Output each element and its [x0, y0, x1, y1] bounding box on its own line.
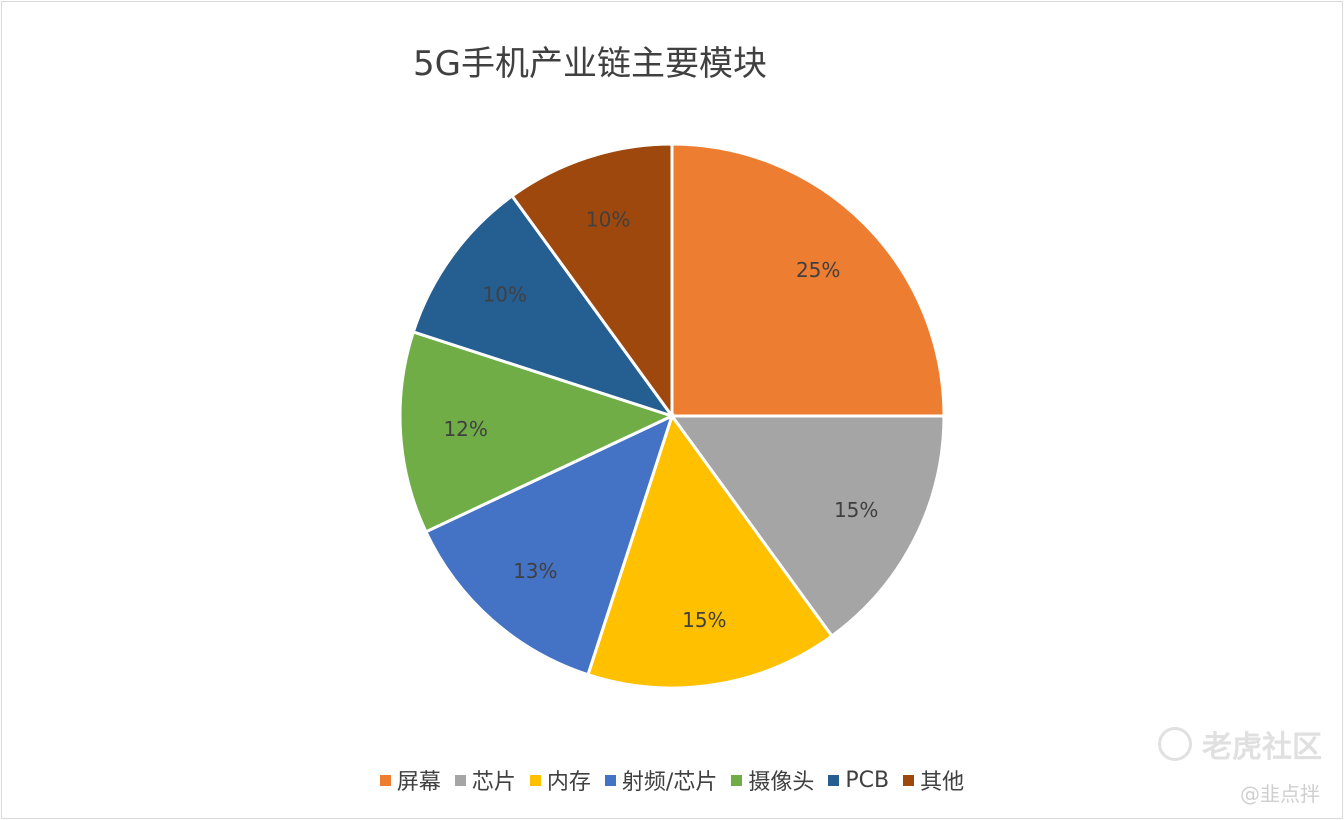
legend-item-3: 内存 [529, 764, 591, 796]
chart-legend: 屏幕 芯片 内存 射频/芯片 摄像头 PCB 其他 [0, 764, 1344, 796]
legend-item-1: 屏幕 [379, 764, 441, 796]
legend-item-7: 其他 [903, 764, 964, 796]
legend-item-6: PCB [828, 768, 889, 793]
chart-title: 5G手机产业链主要模块 [413, 44, 767, 84]
legend-item-2: 芯片 [454, 764, 516, 796]
watermark-handle: @韭点拌 [1240, 782, 1320, 806]
legend-label: 芯片 [471, 770, 516, 795]
pie-data-labels: 25% 15% 15% 13% 12% 10% 10% [443, 207, 878, 632]
data-label-7: 10% [586, 207, 630, 231]
pie-slice-5 [398, 330, 677, 534]
legend-label: 其他 [920, 770, 965, 795]
legend-label: 摄像头 [748, 770, 815, 795]
watermark: 老虎社区 [1158, 722, 1322, 766]
data-label-2: 15% [834, 498, 878, 522]
data-label-4: 13% [513, 559, 557, 583]
pie-slices [398, 142, 946, 690]
legend-swatch [731, 774, 743, 786]
data-label-3: 15% [682, 608, 726, 632]
legend-swatch [454, 774, 466, 786]
legend-label: 屏幕 [396, 770, 441, 795]
data-label-1: 25% [796, 258, 840, 282]
legend-swatch [828, 774, 840, 786]
pie-slice-1 [670, 142, 946, 418]
legend-item-4: 射频/芯片 [604, 764, 718, 796]
legend-label: 内存 [546, 770, 591, 795]
legend-item-5: 摄像头 [731, 764, 814, 796]
pie-slice-4 [423, 413, 675, 677]
data-label-5: 12% [443, 417, 487, 441]
watermark-brand: 老虎社区 [1202, 730, 1322, 765]
legend-swatch [903, 774, 915, 786]
legend-label: 射频/芯片 [621, 770, 718, 795]
legend-swatch [604, 774, 616, 786]
data-label-6: 10% [483, 282, 527, 306]
pie-slice-3 [586, 412, 834, 690]
legend-label: PCB [845, 767, 890, 793]
legend-swatch [379, 774, 391, 786]
pie-slice-7 [510, 142, 674, 421]
pie-slice-6 [411, 193, 676, 419]
pie-slice-2 [669, 414, 946, 639]
legend-swatch [529, 774, 541, 786]
tiger-logo-icon [1158, 727, 1192, 761]
